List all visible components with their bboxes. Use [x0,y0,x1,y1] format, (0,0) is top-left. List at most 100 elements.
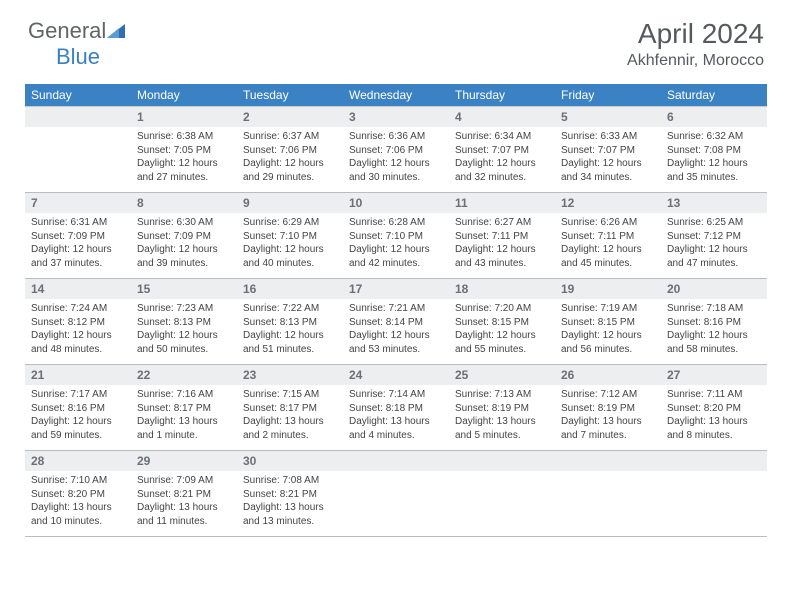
sunrise: Sunrise: 7:19 AM [561,302,655,316]
sunset: Sunset: 7:11 PM [455,230,549,244]
logo-text: General Blue [28,18,125,70]
day-number: 14 [25,279,131,300]
day-number: 9 [237,193,343,214]
location: Akhfennir, Morocco [627,52,764,70]
sunset: Sunset: 7:06 PM [243,144,337,158]
daylight: Daylight: 12 hours and 59 minutes. [31,415,125,442]
sunrise: Sunrise: 7:10 AM [31,474,125,488]
day-number: 3 [343,107,449,128]
sunset: Sunset: 8:12 PM [31,316,125,330]
day-header: Sunday [25,84,131,107]
day-detail: Sunrise: 6:26 AMSunset: 7:11 PMDaylight:… [555,213,661,279]
sunrise: Sunrise: 6:38 AM [137,130,231,144]
daylight: Daylight: 12 hours and 45 minutes. [561,243,655,270]
daylight: Daylight: 13 hours and 1 minute. [137,415,231,442]
day-number: 17 [343,279,449,300]
sunset: Sunset: 8:19 PM [455,402,549,416]
sunrise: Sunrise: 6:36 AM [349,130,443,144]
daylight: Daylight: 12 hours and 35 minutes. [667,157,761,184]
sunset: Sunset: 8:19 PM [561,402,655,416]
day-number: 5 [555,107,661,128]
day-detail: Sunrise: 7:16 AMSunset: 8:17 PMDaylight:… [131,385,237,451]
day-number: 13 [661,193,767,214]
daylight: Daylight: 13 hours and 10 minutes. [31,501,125,528]
daylight: Daylight: 12 hours and 47 minutes. [667,243,761,270]
day-detail: Sunrise: 7:12 AMSunset: 8:19 PMDaylight:… [555,385,661,451]
sunset: Sunset: 8:16 PM [31,402,125,416]
day-detail: Sunrise: 7:22 AMSunset: 8:13 PMDaylight:… [237,299,343,365]
day-number: 6 [661,107,767,128]
day-detail: Sunrise: 6:25 AMSunset: 7:12 PMDaylight:… [661,213,767,279]
daylight: Daylight: 13 hours and 5 minutes. [455,415,549,442]
day-detail: Sunrise: 7:13 AMSunset: 8:19 PMDaylight:… [449,385,555,451]
day-detail: Sunrise: 7:15 AMSunset: 8:17 PMDaylight:… [237,385,343,451]
day-detail: Sunrise: 6:27 AMSunset: 7:11 PMDaylight:… [449,213,555,279]
sunrise: Sunrise: 6:31 AM [31,216,125,230]
sunrise: Sunrise: 7:18 AM [667,302,761,316]
sunset: Sunset: 7:08 PM [667,144,761,158]
daylight: Daylight: 13 hours and 2 minutes. [243,415,337,442]
day-detail: Sunrise: 7:20 AMSunset: 8:15 PMDaylight:… [449,299,555,365]
sunset: Sunset: 8:21 PM [243,488,337,502]
sunset: Sunset: 7:06 PM [349,144,443,158]
title-block: April 2024 Akhfennir, Morocco [627,18,764,70]
day-number: 25 [449,365,555,386]
sunrise: Sunrise: 7:15 AM [243,388,337,402]
day-number: 24 [343,365,449,386]
day-number [449,451,555,472]
sunset: Sunset: 8:15 PM [561,316,655,330]
sunset: Sunset: 8:17 PM [243,402,337,416]
daylight: Daylight: 12 hours and 39 minutes. [137,243,231,270]
daylight: Daylight: 12 hours and 40 minutes. [243,243,337,270]
daylight: Daylight: 12 hours and 53 minutes. [349,329,443,356]
sunrise: Sunrise: 6:27 AM [455,216,549,230]
day-number: 21 [25,365,131,386]
daylight: Daylight: 12 hours and 42 minutes. [349,243,443,270]
sunset: Sunset: 7:07 PM [455,144,549,158]
day-number: 20 [661,279,767,300]
day-detail: Sunrise: 7:11 AMSunset: 8:20 PMDaylight:… [661,385,767,451]
day-number: 2 [237,107,343,128]
sunset: Sunset: 8:14 PM [349,316,443,330]
day-detail: Sunrise: 7:24 AMSunset: 8:12 PMDaylight:… [25,299,131,365]
day-number: 19 [555,279,661,300]
day-detail: Sunrise: 7:21 AMSunset: 8:14 PMDaylight:… [343,299,449,365]
day-detail: Sunrise: 6:38 AMSunset: 7:05 PMDaylight:… [131,127,237,193]
sunset: Sunset: 7:11 PM [561,230,655,244]
sunrise: Sunrise: 6:26 AM [561,216,655,230]
day-detail [343,471,449,537]
daylight: Daylight: 13 hours and 4 minutes. [349,415,443,442]
sunrise: Sunrise: 7:09 AM [137,474,231,488]
calendar-table: SundayMondayTuesdayWednesdayThursdayFrid… [25,84,767,537]
day-detail: Sunrise: 7:09 AMSunset: 8:21 PMDaylight:… [131,471,237,537]
daylight: Daylight: 12 hours and 58 minutes. [667,329,761,356]
day-detail: Sunrise: 6:30 AMSunset: 7:09 PMDaylight:… [131,213,237,279]
sunset: Sunset: 8:20 PM [31,488,125,502]
day-detail: Sunrise: 6:32 AMSunset: 7:08 PMDaylight:… [661,127,767,193]
sunrise: Sunrise: 6:30 AM [137,216,231,230]
daylight: Daylight: 13 hours and 11 minutes. [137,501,231,528]
day-number: 12 [555,193,661,214]
day-header: Thursday [449,84,555,107]
daylight: Daylight: 12 hours and 27 minutes. [137,157,231,184]
day-detail: Sunrise: 7:23 AMSunset: 8:13 PMDaylight:… [131,299,237,365]
day-detail: Sunrise: 7:18 AMSunset: 8:16 PMDaylight:… [661,299,767,365]
day-number: 7 [25,193,131,214]
day-header: Monday [131,84,237,107]
sunset: Sunset: 8:13 PM [137,316,231,330]
day-number: 15 [131,279,237,300]
logo-triangle-icon [107,24,125,38]
day-number: 27 [661,365,767,386]
daylight: Daylight: 12 hours and 48 minutes. [31,329,125,356]
sunset: Sunset: 7:10 PM [349,230,443,244]
day-number: 18 [449,279,555,300]
day-number: 16 [237,279,343,300]
day-detail: Sunrise: 6:33 AMSunset: 7:07 PMDaylight:… [555,127,661,193]
day-header: Wednesday [343,84,449,107]
sunset: Sunset: 8:18 PM [349,402,443,416]
header: General Blue April 2024 Akhfennir, Moroc… [0,0,792,78]
daylight: Daylight: 12 hours and 32 minutes. [455,157,549,184]
day-detail: Sunrise: 6:31 AMSunset: 7:09 PMDaylight:… [25,213,131,279]
sunset: Sunset: 7:12 PM [667,230,761,244]
sunrise: Sunrise: 7:21 AM [349,302,443,316]
